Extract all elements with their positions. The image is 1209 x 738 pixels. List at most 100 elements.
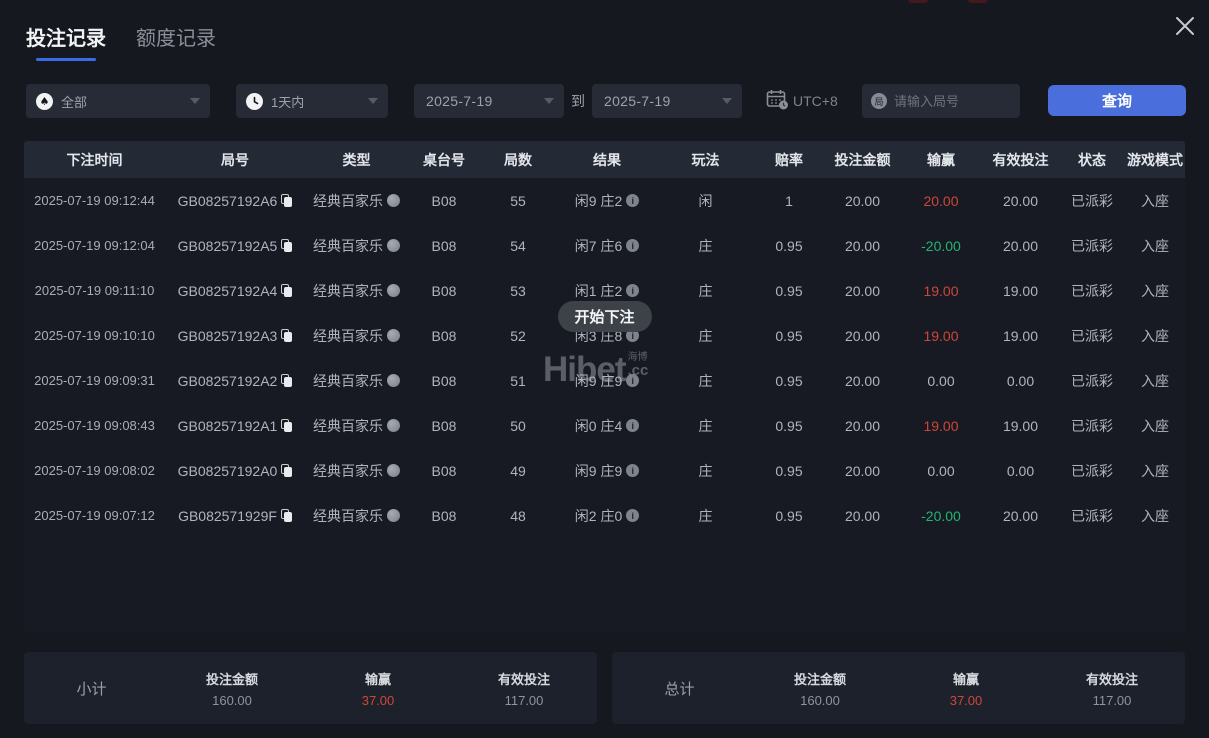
cell-status: 已派彩 (1071, 327, 1113, 344)
info-icon[interactable]: i (626, 194, 640, 207)
cell-odds: 1 (785, 192, 793, 209)
copy-icon[interactable] (281, 329, 293, 342)
time-range-value: 1天内 (271, 94, 305, 110)
cell-table-no: B08 (431, 417, 457, 434)
cell-bet-time: 2025-07-19 09:08:02 (34, 463, 155, 478)
time-range-select[interactable]: 1天内 (236, 84, 388, 118)
bets-table: 下注时间 局号 类型 桌台号 局数 结果 玩法 赔率 投注金额 输赢 有效投注 … (24, 141, 1185, 632)
query-button[interactable]: 查询 (1048, 85, 1186, 116)
cell-game-no: 48 (510, 507, 526, 524)
info-icon[interactable]: i (626, 239, 640, 252)
cell-table-no: B08 (431, 282, 457, 299)
cell-valid-bet: 19.00 (1002, 327, 1039, 344)
cell-game-mode: 入座 (1141, 327, 1169, 344)
cell-type: 经典百家乐 (305, 461, 408, 481)
table-row: 2025-07-19 09:07:12 GB082571929F 经典百家乐 B… (24, 493, 1185, 538)
cell-odds: 0.95 (775, 372, 803, 389)
game-badge-icon (387, 329, 400, 342)
copy-icon[interactable] (281, 239, 293, 252)
cell-type: 经典百家乐 (305, 416, 408, 436)
cell-status: 已派彩 (1071, 507, 1113, 524)
cell-table-no: B08 (431, 237, 457, 254)
cell-round-id: GB08257192A5 (165, 238, 305, 254)
cell-game-mode: 入座 (1141, 282, 1169, 299)
cell-game-mode: 入座 (1141, 507, 1169, 524)
tab-label: 投注记录 (26, 28, 106, 50)
tab-betting-records[interactable]: 投注记录 (26, 22, 106, 61)
game-badge-icon (387, 374, 400, 387)
info-icon[interactable]: i (626, 464, 640, 477)
summary-bar: 小计 投注金额 160.00 输赢 37.00 有效投注 117.00 总计 (24, 652, 1185, 724)
cell-win-loss: -20.00 (921, 237, 961, 254)
round-number-input[interactable] (894, 93, 1011, 109)
info-icon[interactable]: i (626, 419, 640, 432)
cell-result: 闲9 庄9 i (556, 371, 658, 391)
cell-odds: 0.95 (775, 237, 803, 254)
cell-bet-time: 2025-07-19 09:10:10 (34, 328, 155, 343)
cell-round-id: GB08257192A4 (165, 283, 305, 299)
col-header-table-no: 桌台号 (423, 151, 465, 168)
cell-bet-amount: 20.00 (844, 372, 881, 389)
copy-icon[interactable] (281, 464, 293, 477)
game-type-select[interactable]: ♠ 全部 (26, 84, 210, 118)
date-from-picker[interactable]: 2025-7-19 (414, 84, 564, 118)
cell-win-loss: 0.00 (927, 462, 955, 479)
cell-status: 已派彩 (1071, 462, 1113, 479)
cell-valid-bet: 0.00 (1006, 462, 1035, 479)
round-number-field[interactable]: 局 (862, 84, 1020, 118)
cell-type: 经典百家乐 (305, 236, 408, 256)
calendar-clock-icon (766, 89, 789, 113)
cell-odds: 0.95 (775, 417, 803, 434)
col-header-game-no: 局数 (504, 151, 532, 168)
info-icon[interactable]: i (626, 329, 640, 342)
game-badge-icon (387, 464, 400, 477)
cell-bet-time: 2025-07-19 09:08:43 (34, 418, 155, 433)
cell-type: 经典百家乐 (305, 281, 408, 301)
cell-round-id: GB08257192A0 (165, 463, 305, 479)
cell-bet-time: 2025-07-19 09:12:44 (34, 193, 155, 208)
table-row: 2025-07-19 09:08:43 GB08257192A1 经典百家乐 B… (24, 403, 1185, 448)
table-row: 2025-07-19 09:08:02 GB08257192A0 经典百家乐 B… (24, 448, 1185, 493)
cell-result: 闲9 庄9 i (556, 461, 658, 481)
cell-status: 已派彩 (1071, 192, 1113, 209)
tab-quota-records[interactable]: 额度记录 (136, 22, 216, 51)
spade-icon: ♠ (36, 92, 53, 110)
close-icon[interactable] (1171, 12, 1199, 40)
cell-game-no: 55 (510, 192, 526, 209)
cell-play: 庄 (698, 462, 713, 479)
info-icon[interactable]: i (626, 284, 640, 297)
copy-icon[interactable] (281, 284, 293, 297)
cell-table-no: B08 (431, 507, 457, 524)
col-header-win-loss: 输赢 (927, 151, 955, 168)
info-icon[interactable]: i (626, 509, 640, 522)
cell-win-loss: 19.00 (923, 417, 959, 434)
cell-odds: 0.95 (775, 327, 803, 344)
copy-icon[interactable] (280, 509, 292, 522)
clock-icon (246, 92, 263, 110)
cell-bet-amount: 20.00 (844, 507, 881, 524)
table-body: 2025-07-19 09:12:44 GB08257192A6 经典百家乐 B… (24, 178, 1185, 632)
copy-icon[interactable] (281, 194, 293, 207)
total-label: 总计 (664, 680, 695, 698)
cell-bet-amount: 20.00 (844, 462, 881, 479)
start-betting-toast: 开始下注 (557, 301, 652, 332)
info-icon[interactable]: i (626, 374, 640, 387)
cell-valid-bet: 20.00 (1002, 192, 1039, 209)
col-header-game-mode: 游戏模式 (1127, 151, 1183, 168)
game-badge-icon (387, 419, 400, 432)
subtotal-win-loss: 输赢 37.00 (361, 671, 395, 708)
cell-game-no: 49 (510, 462, 526, 479)
round-icon: 局 (871, 93, 887, 109)
copy-icon[interactable] (281, 374, 293, 387)
cell-type: 经典百家乐 (305, 506, 408, 526)
cell-valid-bet: 19.00 (1002, 282, 1039, 299)
cell-win-loss: -20.00 (921, 507, 961, 524)
cell-result: 闲9 庄2 i (556, 191, 658, 211)
copy-icon[interactable] (281, 419, 293, 432)
date-to-picker[interactable]: 2025-7-19 (592, 84, 742, 118)
cell-game-mode: 入座 (1141, 372, 1169, 389)
cell-bet-amount: 20.00 (844, 417, 881, 434)
cell-table-no: B08 (431, 327, 457, 344)
subtotal-panel: 小计 投注金额 160.00 输赢 37.00 有效投注 117.00 (24, 652, 597, 724)
cell-status: 已派彩 (1071, 282, 1113, 299)
